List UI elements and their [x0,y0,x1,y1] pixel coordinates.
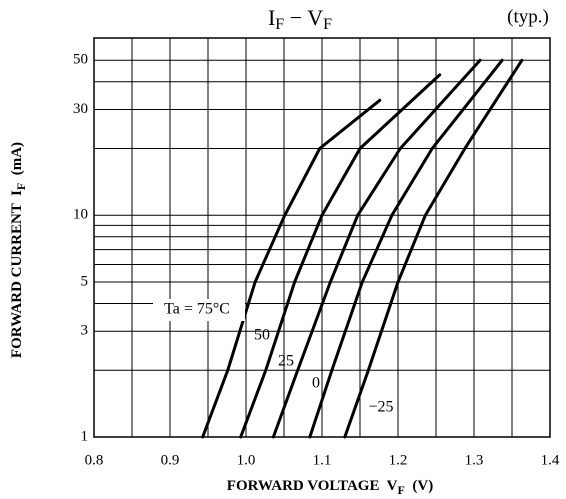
x-tick-label: 1.4 [541,452,560,468]
x-tick-label: 1.1 [313,452,332,468]
x-tick-label: 1.0 [237,452,256,468]
curve [271,58,482,439]
y-label-part: FORWARD CURRENT I [9,190,25,358]
series-label: Ta = 75°C [164,301,230,318]
title-part: − [284,5,307,30]
x-label-sub: F [398,483,405,497]
x-label-part: FORWARD VOLTAGE V [227,478,398,494]
chart-title: IF − VF [268,5,332,33]
x-axis-label: FORWARD VOLTAGE VF (V) [227,478,433,496]
series-label: 0 [312,375,320,392]
x-tick-label: 0.9 [161,452,180,468]
y-tick-label: 30 [73,101,88,117]
y-tick-label: 10 [73,207,88,223]
y-tick-label: 1 [81,428,89,444]
y-label-part: (mA) [9,142,25,183]
series-label: −25 [368,399,393,416]
title-sub: F [323,16,332,33]
annotation: (typ.) [507,6,549,27]
x-label-part: (V) [405,478,433,494]
y-tick-label: 50 [73,52,88,68]
series-label: 50 [254,327,270,344]
y-label-sub: F [14,183,28,190]
title-part: I [268,5,275,30]
series-label: 25 [278,353,294,370]
title-part: V [307,5,323,30]
curve [239,73,442,439]
curve [343,58,524,439]
curve [308,58,504,439]
y-tick-label: 5 [81,273,89,289]
x-tick-label: 1.2 [389,452,408,468]
x-tick-label: 0.8 [85,452,104,468]
y-tick-label: 3 [81,323,89,339]
x-tick-label: 1.3 [465,452,484,468]
curve [201,98,382,439]
y-axis-label: FORWARD CURRENT IF (mA) [9,142,27,358]
title-sub: F [275,16,284,33]
label-bg [153,299,245,321]
